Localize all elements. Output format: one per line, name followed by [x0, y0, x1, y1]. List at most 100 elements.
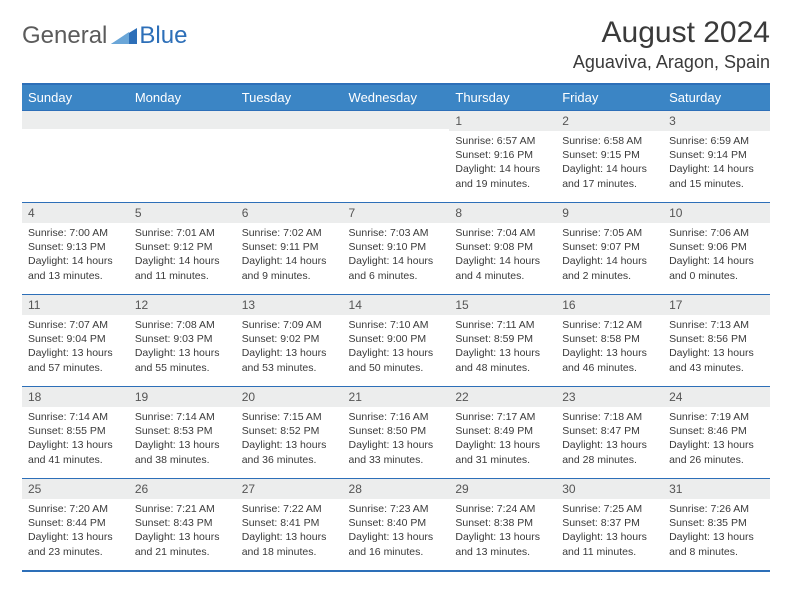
calendar-week-row: 1Sunrise: 6:57 AMSunset: 9:16 PMDaylight… [22, 111, 770, 203]
calendar-day-cell: 17Sunrise: 7:13 AMSunset: 8:56 PMDayligh… [663, 295, 770, 387]
sunset-text: Sunset: 9:15 PM [562, 148, 657, 162]
daylight-text: Daylight: 14 hours and 13 minutes. [28, 254, 123, 282]
day-number: 4 [22, 203, 129, 223]
calendar-day-cell: 15Sunrise: 7:11 AMSunset: 8:59 PMDayligh… [449, 295, 556, 387]
day-number: 21 [343, 387, 450, 407]
sunset-text: Sunset: 8:35 PM [669, 516, 764, 530]
day-details: Sunrise: 7:24 AMSunset: 8:38 PMDaylight:… [449, 499, 556, 563]
day-number: 10 [663, 203, 770, 223]
calendar-day-cell [22, 111, 129, 203]
location: Aguaviva, Aragon, Spain [573, 52, 770, 73]
calendar-day-cell [129, 111, 236, 203]
sunset-text: Sunset: 9:13 PM [28, 240, 123, 254]
sunrise-text: Sunrise: 6:58 AM [562, 134, 657, 148]
weekday-header-row: Sunday Monday Tuesday Wednesday Thursday… [22, 84, 770, 111]
sunrise-text: Sunrise: 7:20 AM [28, 502, 123, 516]
calendar-day-cell: 7Sunrise: 7:03 AMSunset: 9:10 PMDaylight… [343, 203, 450, 295]
sunset-text: Sunset: 8:41 PM [242, 516, 337, 530]
day-details: Sunrise: 6:59 AMSunset: 9:14 PMDaylight:… [663, 131, 770, 195]
day-details: Sunrise: 7:11 AMSunset: 8:59 PMDaylight:… [449, 315, 556, 379]
day-details: Sunrise: 7:15 AMSunset: 8:52 PMDaylight:… [236, 407, 343, 471]
day-number: 20 [236, 387, 343, 407]
sunset-text: Sunset: 9:08 PM [455, 240, 550, 254]
sunrise-text: Sunrise: 7:14 AM [135, 410, 230, 424]
sunrise-text: Sunrise: 7:04 AM [455, 226, 550, 240]
daylight-text: Daylight: 13 hours and 8 minutes. [669, 530, 764, 558]
day-details: Sunrise: 7:16 AMSunset: 8:50 PMDaylight:… [343, 407, 450, 471]
sunset-text: Sunset: 9:14 PM [669, 148, 764, 162]
daylight-text: Daylight: 14 hours and 2 minutes. [562, 254, 657, 282]
day-details: Sunrise: 7:19 AMSunset: 8:46 PMDaylight:… [663, 407, 770, 471]
month-title: August 2024 [573, 16, 770, 50]
weekday-header: Saturday [663, 84, 770, 111]
sunrise-text: Sunrise: 7:07 AM [28, 318, 123, 332]
sunset-text: Sunset: 9:16 PM [455, 148, 550, 162]
sunrise-text: Sunrise: 7:16 AM [349, 410, 444, 424]
sunrise-text: Sunrise: 7:15 AM [242, 410, 337, 424]
day-number: 24 [663, 387, 770, 407]
day-number [22, 111, 129, 129]
sunrise-text: Sunrise: 7:10 AM [349, 318, 444, 332]
day-details: Sunrise: 7:20 AMSunset: 8:44 PMDaylight:… [22, 499, 129, 563]
day-details: Sunrise: 7:22 AMSunset: 8:41 PMDaylight:… [236, 499, 343, 563]
day-details: Sunrise: 7:07 AMSunset: 9:04 PMDaylight:… [22, 315, 129, 379]
calendar-day-cell: 16Sunrise: 7:12 AMSunset: 8:58 PMDayligh… [556, 295, 663, 387]
day-details: Sunrise: 7:02 AMSunset: 9:11 PMDaylight:… [236, 223, 343, 287]
sunset-text: Sunset: 8:55 PM [28, 424, 123, 438]
day-number: 12 [129, 295, 236, 315]
sunset-text: Sunset: 8:59 PM [455, 332, 550, 346]
sunset-text: Sunset: 9:11 PM [242, 240, 337, 254]
weekday-header: Monday [129, 84, 236, 111]
calendar-day-cell: 8Sunrise: 7:04 AMSunset: 9:08 PMDaylight… [449, 203, 556, 295]
day-number: 18 [22, 387, 129, 407]
sunrise-text: Sunrise: 7:26 AM [669, 502, 764, 516]
sunrise-text: Sunrise: 7:21 AM [135, 502, 230, 516]
calendar-day-cell: 30Sunrise: 7:25 AMSunset: 8:37 PMDayligh… [556, 479, 663, 571]
sunset-text: Sunset: 8:50 PM [349, 424, 444, 438]
calendar-week-row: 25Sunrise: 7:20 AMSunset: 8:44 PMDayligh… [22, 479, 770, 571]
sunset-text: Sunset: 9:10 PM [349, 240, 444, 254]
day-number: 31 [663, 479, 770, 499]
calendar-day-cell: 26Sunrise: 7:21 AMSunset: 8:43 PMDayligh… [129, 479, 236, 571]
daylight-text: Daylight: 13 hours and 23 minutes. [28, 530, 123, 558]
sunset-text: Sunset: 8:38 PM [455, 516, 550, 530]
day-details: Sunrise: 7:14 AMSunset: 8:53 PMDaylight:… [129, 407, 236, 471]
logo: General Blue [22, 22, 187, 50]
day-details: Sunrise: 7:17 AMSunset: 8:49 PMDaylight:… [449, 407, 556, 471]
daylight-text: Daylight: 14 hours and 17 minutes. [562, 162, 657, 190]
day-number: 11 [22, 295, 129, 315]
sunrise-text: Sunrise: 7:23 AM [349, 502, 444, 516]
weekday-header: Sunday [22, 84, 129, 111]
sunset-text: Sunset: 8:56 PM [669, 332, 764, 346]
daylight-text: Daylight: 13 hours and 43 minutes. [669, 346, 764, 374]
daylight-text: Daylight: 14 hours and 9 minutes. [242, 254, 337, 282]
logo-triangle-icon [111, 26, 137, 46]
calendar-day-cell: 4Sunrise: 7:00 AMSunset: 9:13 PMDaylight… [22, 203, 129, 295]
day-details: Sunrise: 7:25 AMSunset: 8:37 PMDaylight:… [556, 499, 663, 563]
calendar-day-cell: 9Sunrise: 7:05 AMSunset: 9:07 PMDaylight… [556, 203, 663, 295]
header: General Blue August 2024 Aguaviva, Arago… [22, 16, 770, 73]
daylight-text: Daylight: 14 hours and 11 minutes. [135, 254, 230, 282]
day-details: Sunrise: 6:57 AMSunset: 9:16 PMDaylight:… [449, 131, 556, 195]
calendar-day-cell: 2 Sunrise: 6:58 AMSunset: 9:15 PMDaylight… [556, 111, 663, 203]
calendar-day-cell: 12Sunrise: 7:08 AMSunset: 9:03 PMDayligh… [129, 295, 236, 387]
calendar-day-cell: 11Sunrise: 7:07 AMSunset: 9:04 PMDayligh… [22, 295, 129, 387]
sunrise-text: Sunrise: 7:01 AM [135, 226, 230, 240]
logo-text-general: General [22, 22, 107, 50]
weekday-header: Wednesday [343, 84, 450, 111]
day-details: Sunrise: 7:01 AMSunset: 9:12 PMDaylight:… [129, 223, 236, 287]
calendar-day-cell: 23Sunrise: 7:18 AMSunset: 8:47 PMDayligh… [556, 387, 663, 479]
day-details: Sunrise: 7:05 AMSunset: 9:07 PMDaylight:… [556, 223, 663, 287]
day-details: Sunrise: 7:06 AMSunset: 9:06 PMDaylight:… [663, 223, 770, 287]
day-number: 15 [449, 295, 556, 315]
sunset-text: Sunset: 8:52 PM [242, 424, 337, 438]
day-number: 30 [556, 479, 663, 499]
sunset-text: Sunset: 8:49 PM [455, 424, 550, 438]
day-number: 2 [556, 111, 663, 131]
daylight-text: Daylight: 13 hours and 18 minutes. [242, 530, 337, 558]
day-number [236, 111, 343, 129]
daylight-text: Daylight: 13 hours and 48 minutes. [455, 346, 550, 374]
sunset-text: Sunset: 9:07 PM [562, 240, 657, 254]
daylight-text: Daylight: 13 hours and 41 minutes. [28, 438, 123, 466]
daylight-text: Daylight: 13 hours and 38 minutes. [135, 438, 230, 466]
